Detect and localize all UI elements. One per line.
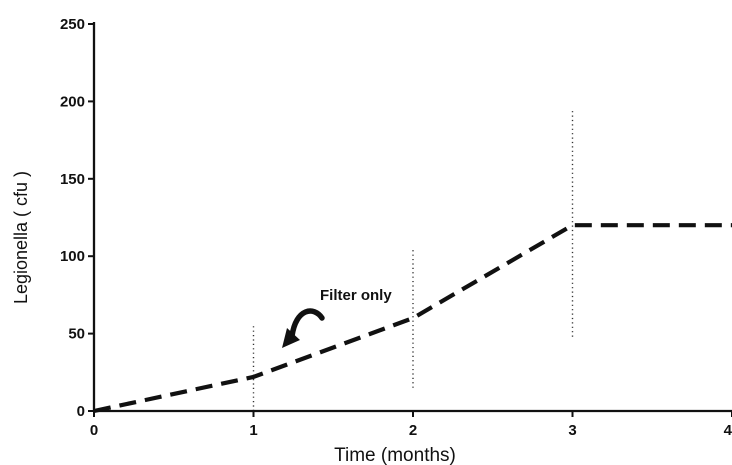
x-tick-label: 4 <box>724 422 732 439</box>
y-tick-label: 250 <box>60 16 85 33</box>
x-tick-label: 1 <box>249 422 257 439</box>
y-tick-label: 50 <box>68 326 85 343</box>
series-line <box>93 223 732 414</box>
y-tick-label: 0 <box>77 403 85 420</box>
x-axis-title: Time (months) <box>334 445 456 465</box>
y-tick-label: 100 <box>60 248 85 265</box>
y-tick-label: 200 <box>60 93 85 110</box>
plot-area <box>93 109 732 414</box>
x-tick-label: 3 <box>568 422 576 439</box>
y-tick-label: 150 <box>60 171 85 188</box>
x-tick-label: 0 <box>90 422 98 439</box>
axes <box>88 22 732 417</box>
y-axis-title: Legionella ( cfu ) <box>11 171 31 304</box>
annotation-arrow-shaft <box>289 308 325 339</box>
tick-labels: 0 50 100 150 200 250 0 1 2 3 4 <box>60 16 732 439</box>
annotation-filter-only: Filter only <box>320 287 392 304</box>
annotation-arrow-head <box>282 328 300 348</box>
x-tick-label: 2 <box>409 422 417 439</box>
